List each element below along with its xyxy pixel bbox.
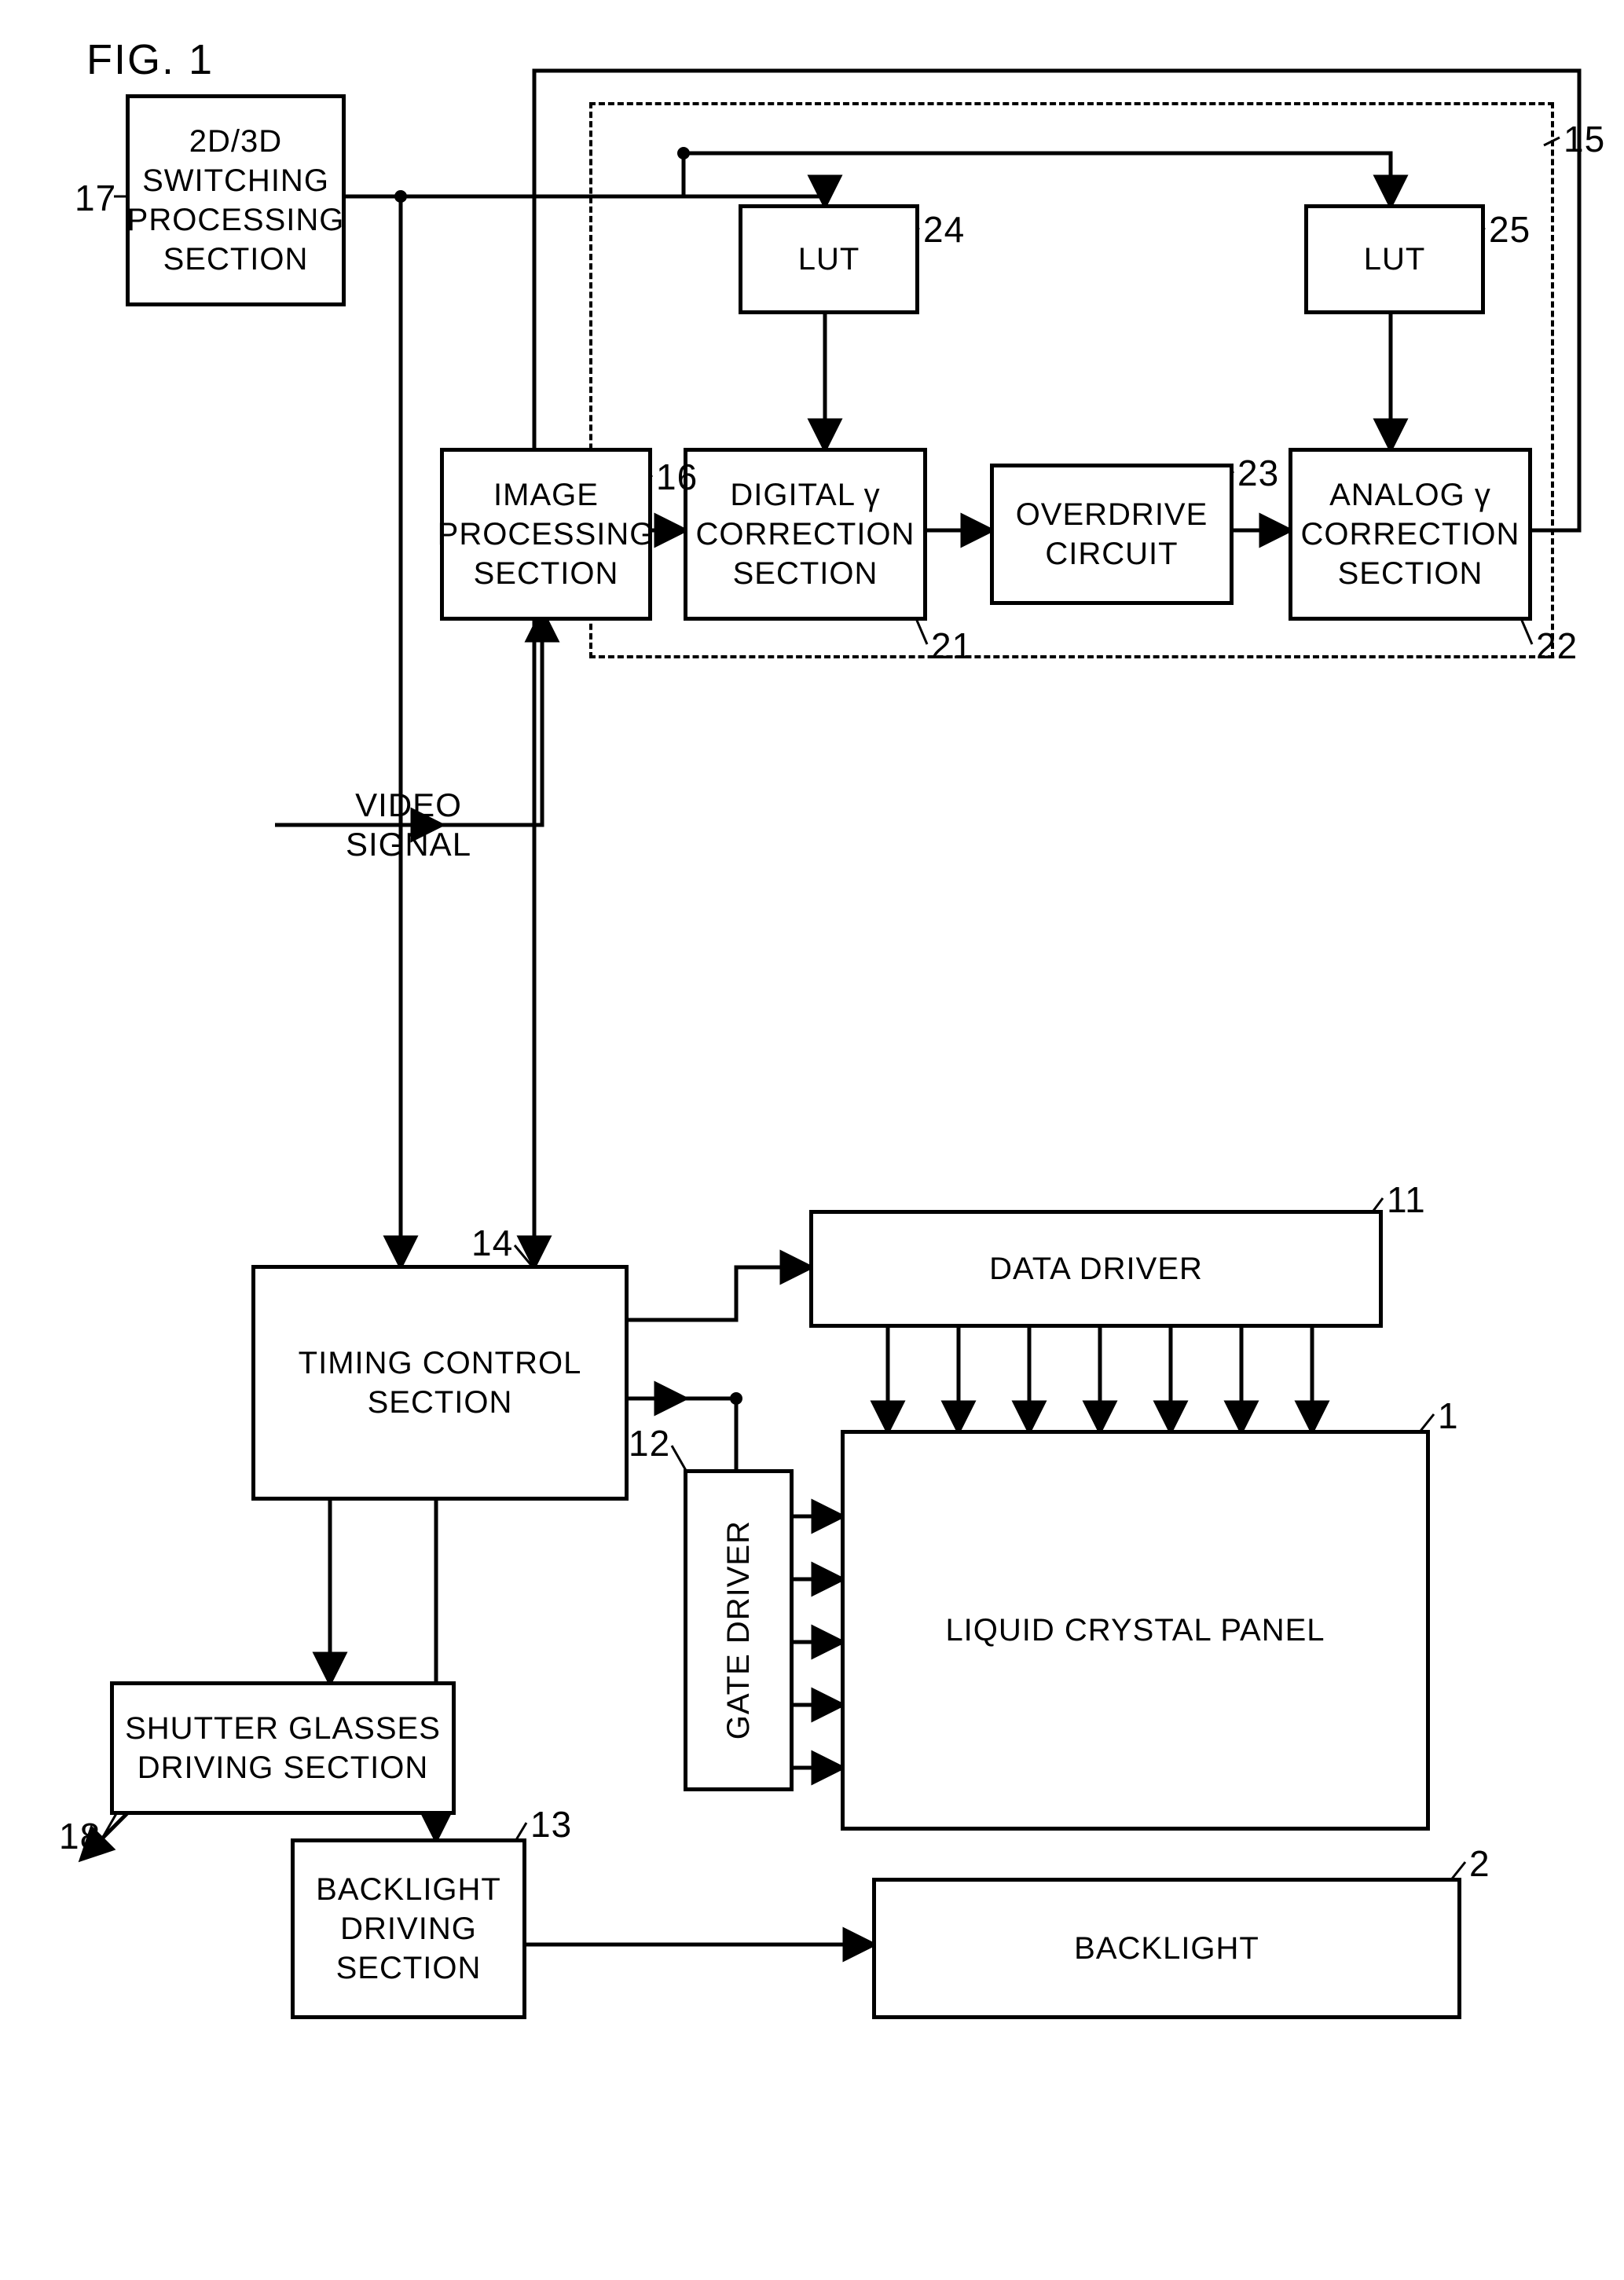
ref-14: 14	[471, 1222, 513, 1264]
l-21	[915, 617, 927, 644]
ref-25: 25	[1489, 208, 1531, 251]
block-16-label: IMAGEPROCESSINGSECTION	[438, 475, 655, 593]
block-17-label: 2D/3DSWITCHINGPROCESSINGSECTION	[127, 122, 345, 279]
block-14-label: TIMING CONTROLSECTION	[299, 1343, 582, 1422]
ref-18: 18	[59, 1815, 101, 1857]
ref-11: 11	[1387, 1178, 1426, 1221]
ref-15: 15	[1564, 118, 1605, 160]
video-signal-text: VIDEOSIGNAL	[346, 786, 471, 863]
block-16: IMAGEPROCESSINGSECTION	[440, 448, 652, 621]
ref-16: 16	[656, 456, 698, 498]
block-21-label: DIGITAL γCORRECTIONSECTION	[696, 475, 915, 593]
ref-1: 1	[1438, 1395, 1459, 1437]
w-14-to-11	[621, 1267, 809, 1320]
block-18: SHUTTER GLASSESDRIVING SECTION	[110, 1681, 456, 1815]
l-15	[1544, 137, 1560, 145]
block-11: DATA DRIVER	[809, 1210, 1383, 1328]
block-11-label: DATA DRIVER	[989, 1249, 1203, 1288]
block-23: OVERDRIVECIRCUIT	[990, 464, 1234, 605]
block-13-label: BACKLIGHTDRIVINGSECTION	[316, 1870, 501, 1988]
ref-23: 23	[1237, 452, 1279, 494]
block-12: GATE DRIVER	[684, 1469, 794, 1791]
block-24-label: LUT	[798, 240, 860, 279]
block-23-label: OVERDRIVECIRCUIT	[1016, 495, 1208, 574]
ref-21: 21	[931, 625, 973, 667]
junction-2	[730, 1392, 742, 1405]
block-24: LUT	[739, 204, 919, 314]
ref-13: 13	[530, 1803, 572, 1846]
block-12-label: GATE DRIVER	[719, 1520, 758, 1739]
block-25: LUT	[1304, 204, 1485, 314]
ref-17: 17	[75, 177, 116, 219]
l-22	[1520, 617, 1532, 644]
junction-0	[394, 190, 407, 203]
w-bus-to-24	[684, 153, 825, 204]
block-13: BACKLIGHTDRIVINGSECTION	[291, 1838, 526, 2019]
block-18-label: SHUTTER GLASSESDRIVING SECTION	[125, 1709, 441, 1787]
block-14: TIMING CONTROLSECTION	[251, 1265, 629, 1501]
ref-24: 24	[923, 208, 965, 251]
block-25-label: LUT	[1364, 240, 1426, 279]
ref-2: 2	[1469, 1842, 1490, 1885]
block-22: ANALOG γCORRECTIONSECTION	[1289, 448, 1532, 621]
diagram-canvas: FIG. 1 2D/3DSWITCHINGPROCESSINGSECTIONLU…	[0, 0, 1624, 2280]
block-2-label: BACKLIGHT	[1074, 1929, 1259, 1968]
block-2: BACKLIGHT	[872, 1878, 1461, 2019]
ref-22: 22	[1536, 625, 1578, 667]
block-21: DIGITAL γCORRECTIONSECTION	[684, 448, 927, 621]
block-17: 2D/3DSWITCHINGPROCESSINGSECTION	[126, 94, 346, 306]
block-22-label: ANALOG γCORRECTIONSECTION	[1301, 475, 1520, 593]
video-signal-label: VIDEOSIGNAL	[346, 786, 471, 865]
junction-1	[677, 147, 690, 159]
block-1: LIQUID CRYSTAL PANEL	[841, 1430, 1430, 1831]
block-1-label: LIQUID CRYSTAL PANEL	[945, 1611, 1325, 1650]
ref-12: 12	[629, 1422, 670, 1464]
